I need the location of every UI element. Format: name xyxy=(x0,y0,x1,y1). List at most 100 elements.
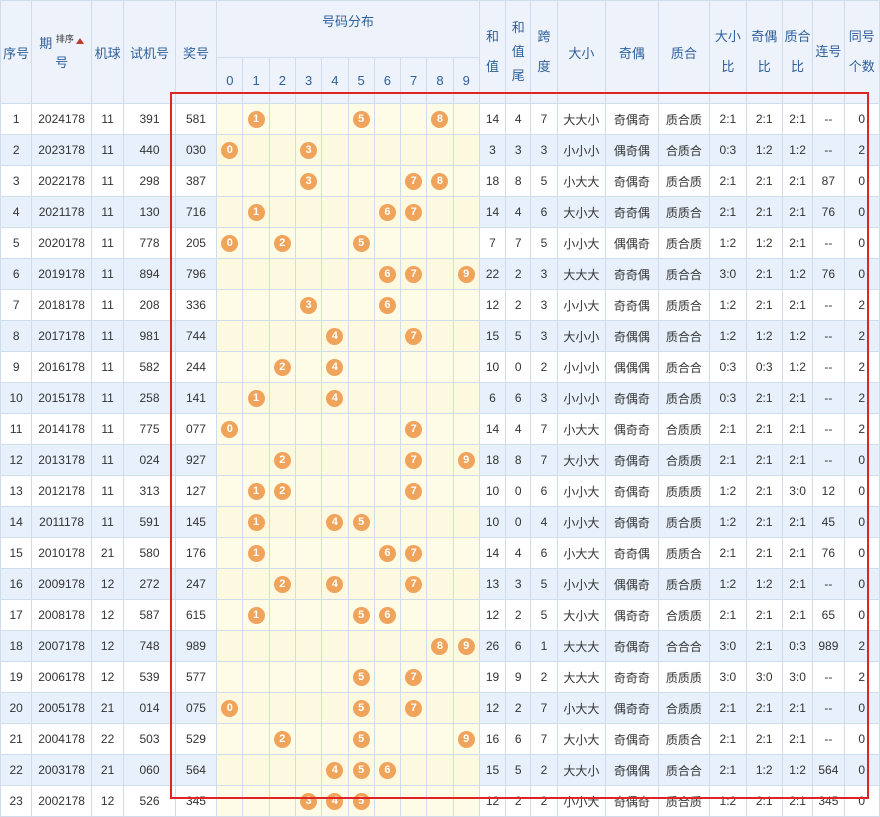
cell-parity-ratio: 2:1 xyxy=(745,444,783,476)
number-ball: 7 xyxy=(405,668,423,686)
dist-cell-9 xyxy=(452,661,480,693)
dist-cell-7 xyxy=(400,754,428,786)
cell-test: 272 xyxy=(123,568,176,600)
cell-size: 小小大 xyxy=(556,289,607,321)
header-period[interactable]: 期 排序 号 xyxy=(31,0,92,104)
cell-parity-ratio: 2:1 xyxy=(745,692,783,724)
cell-test: 748 xyxy=(123,630,176,662)
dist-cell-8 xyxy=(426,599,454,631)
dist-cell-4: 4 xyxy=(321,785,349,817)
number-ball: 5 xyxy=(352,761,370,779)
dist-cell-2 xyxy=(268,134,296,166)
number-ball: 8 xyxy=(431,637,449,655)
cell-prime: 质合质 xyxy=(657,506,711,538)
dist-cell-3: 3 xyxy=(294,785,323,817)
dist-cell-8 xyxy=(426,382,454,414)
dist-cell-3 xyxy=(294,599,323,631)
cell-parity-ratio: 2:1 xyxy=(745,723,783,755)
dist-cell-9 xyxy=(452,785,480,817)
number-ball: 1 xyxy=(247,110,265,128)
dist-cell-7 xyxy=(400,785,428,817)
cell-prime-ratio: 0:3 xyxy=(781,630,814,662)
cell-prime: 质合合 xyxy=(657,754,711,786)
cell-same: 0 xyxy=(843,537,880,569)
number-ball: 1 xyxy=(247,544,265,562)
dist-cell-5: 5 xyxy=(347,754,375,786)
dist-cell-7: 7 xyxy=(400,692,428,724)
sort-arrow-icon[interactable] xyxy=(75,38,84,44)
dist-cell-1 xyxy=(242,289,270,321)
number-ball: 7 xyxy=(405,544,423,562)
dist-cell-6 xyxy=(373,630,402,662)
dist-cell-6 xyxy=(373,692,402,724)
dist-cell-9 xyxy=(452,227,480,259)
cell-size-ratio: 1:2 xyxy=(709,320,747,352)
cell-machine: 11 xyxy=(90,413,125,445)
cell-same: 0 xyxy=(843,475,880,507)
dist-cell-2 xyxy=(268,413,296,445)
cell-seq: 11 xyxy=(0,413,33,445)
cell-sum-tail: 7 xyxy=(505,227,532,259)
cell-span: 3 xyxy=(530,134,558,166)
dist-cell-0 xyxy=(216,320,244,352)
cell-machine: 11 xyxy=(90,134,125,166)
dist-cell-4 xyxy=(321,134,349,166)
number-ball: 4 xyxy=(326,358,344,376)
cell-test: 894 xyxy=(123,258,176,290)
dist-cell-6: 6 xyxy=(373,537,402,569)
cell-span: 7 xyxy=(530,692,558,724)
cell-size: 小小小 xyxy=(556,382,607,414)
dist-cell-2: 2 xyxy=(268,568,296,600)
cell-prime: 质质质 xyxy=(657,661,711,693)
cell-consec: -- xyxy=(812,382,845,414)
cell-test: 258 xyxy=(123,382,176,414)
dist-cell-3 xyxy=(294,413,323,445)
dist-cell-0 xyxy=(216,754,244,786)
dist-cell-7 xyxy=(400,630,428,662)
dist-cell-2 xyxy=(268,320,296,352)
dist-cell-5: 5 xyxy=(347,723,375,755)
cell-size: 小小大 xyxy=(556,568,607,600)
dist-cell-1 xyxy=(242,692,270,724)
cell-prime: 质合质 xyxy=(657,382,711,414)
cell-sum: 10 xyxy=(478,475,507,507)
sort-label[interactable]: 排序 xyxy=(55,34,74,44)
cell-period: 2020178 xyxy=(31,227,92,259)
dist-cell-3 xyxy=(294,754,323,786)
dist-cell-4 xyxy=(321,692,349,724)
cell-sum-tail: 5 xyxy=(505,754,532,786)
cell-consec: 76 xyxy=(812,537,845,569)
cell-seq: 18 xyxy=(0,630,33,662)
table-row: 4 2021178 11 130 716 1 6 7 14 4 6 大小大 奇奇偶 质质合 2:1 2:1 2:… xyxy=(0,196,880,228)
number-ball: 9 xyxy=(457,451,475,469)
dist-cell-0: 0 xyxy=(216,413,244,445)
cell-parity: 奇偶偶 xyxy=(605,320,659,352)
dist-cell-5: 5 xyxy=(347,661,375,693)
number-ball: 1 xyxy=(247,389,265,407)
number-ball: 6 xyxy=(378,265,396,283)
cell-period: 2012178 xyxy=(31,475,92,507)
cell-sum: 15 xyxy=(478,320,507,352)
dist-cell-9 xyxy=(452,320,480,352)
dist-cell-7: 7 xyxy=(400,165,428,197)
number-ball: 7 xyxy=(405,451,423,469)
dist-cell-7 xyxy=(400,227,428,259)
cell-size-ratio: 1:2 xyxy=(709,785,747,817)
cell-prime: 质合质 xyxy=(657,227,711,259)
dist-cell-3 xyxy=(294,692,323,724)
cell-prime: 质质合 xyxy=(657,723,711,755)
cell-parity-ratio: 2:1 xyxy=(745,289,783,321)
dist-cell-0 xyxy=(216,103,244,135)
number-ball: 3 xyxy=(300,296,318,314)
cell-size-ratio: 1:2 xyxy=(709,227,747,259)
cell-span: 3 xyxy=(530,258,558,290)
number-ball: 4 xyxy=(326,761,344,779)
cell-period: 2004178 xyxy=(31,723,92,755)
dist-cell-7 xyxy=(400,723,428,755)
dist-cell-3 xyxy=(294,537,323,569)
cell-sum: 16 xyxy=(478,723,507,755)
dist-cell-0 xyxy=(216,289,244,321)
number-ball: 0 xyxy=(221,420,239,438)
table-row: 15 2010178 21 580 176 1 6 7 14 4 6 小大大 奇奇偶 质质合 2:1 2:1 2… xyxy=(0,537,880,569)
header-seq: 序号 xyxy=(0,0,33,104)
